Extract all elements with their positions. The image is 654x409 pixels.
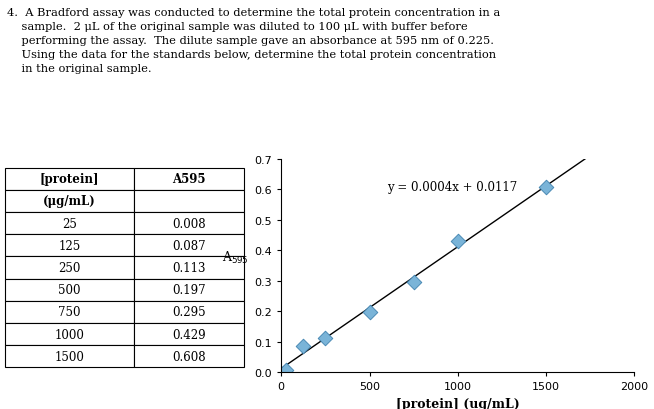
Point xyxy=(281,366,291,373)
Point xyxy=(408,279,419,286)
Point xyxy=(453,238,463,245)
Text: y = 0.0004x + 0.0117: y = 0.0004x + 0.0117 xyxy=(387,181,517,194)
Y-axis label: A$_{595}$: A$_{595}$ xyxy=(222,250,249,266)
Point xyxy=(541,184,551,191)
Point xyxy=(298,342,309,349)
Text: 4.  A Bradford assay was conducted to determine the total protein concentration : 4. A Bradford assay was conducted to det… xyxy=(7,8,500,74)
Point xyxy=(364,309,375,316)
X-axis label: [protein] (ug/mL): [protein] (ug/mL) xyxy=(396,397,520,409)
Point xyxy=(320,335,330,341)
